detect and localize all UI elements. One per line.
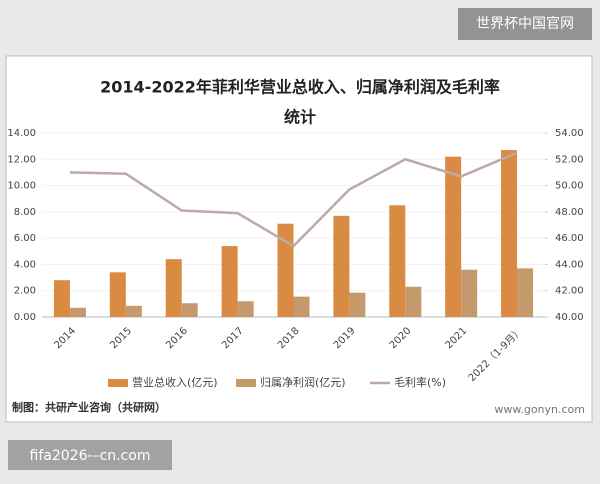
- y2-tick-label: 52.00: [555, 154, 584, 165]
- overlay-box: [458, 8, 592, 40]
- overlay-text: fifa2026-–cn.com: [30, 448, 151, 464]
- bar: [165, 259, 182, 317]
- bar: [389, 205, 406, 317]
- line: [69, 151, 518, 248]
- bar: [445, 156, 462, 317]
- bar: [109, 272, 126, 317]
- y-tick-label: 2.00: [14, 286, 36, 297]
- bar: [181, 303, 198, 317]
- website: www.gonyn.com: [494, 403, 585, 416]
- y-tick-label: 10.00: [7, 181, 36, 192]
- y2-tick-label: 40.00: [555, 312, 584, 323]
- bar: [237, 301, 254, 317]
- chart-title: 统计: [284, 108, 316, 127]
- y2-tick-label: 42.00: [555, 286, 584, 297]
- bar: [349, 292, 366, 317]
- y2-tick-label: 46.00: [555, 233, 584, 244]
- bar: [405, 286, 422, 317]
- bar: [333, 215, 350, 317]
- y-tick-label: 8.00: [14, 207, 36, 218]
- y2-tick-label: 54.00: [555, 128, 584, 139]
- y-tick-label: 4.00: [14, 259, 36, 270]
- y-tick-label: 0.00: [14, 312, 36, 323]
- legend-swatch: [108, 379, 128, 387]
- legend-label: 归属净利润(亿元): [260, 375, 346, 389]
- overlay-box: [8, 440, 172, 470]
- bar: [461, 269, 478, 317]
- bar: [293, 296, 310, 317]
- source-note: 制图：共研产业咨询（共研网）: [12, 400, 166, 414]
- bar: [501, 150, 518, 317]
- bar: [517, 268, 534, 317]
- y2-tick-label: 44.00: [555, 259, 584, 270]
- bar: [277, 223, 294, 317]
- chart-title: 2014-2022年菲利华营业总收入、归属净利润及毛利率: [100, 78, 500, 97]
- bar: [221, 246, 238, 317]
- bar: [125, 305, 142, 317]
- legend-swatch: [236, 379, 256, 387]
- bar: [69, 307, 86, 317]
- y2-tick-label: 50.00: [555, 181, 584, 192]
- overlay-text: 世界杯中国官网: [476, 16, 574, 32]
- y-tick-label: 12.00: [7, 154, 36, 165]
- bar: [53, 280, 70, 317]
- y2-tick-label: 48.00: [555, 207, 584, 218]
- y-tick-label: 14.00: [7, 128, 36, 139]
- legend-label: 营业总收入(亿元): [132, 375, 218, 389]
- legend-label: 毛利率(%): [394, 375, 446, 389]
- y-tick-label: 6.00: [14, 233, 36, 244]
